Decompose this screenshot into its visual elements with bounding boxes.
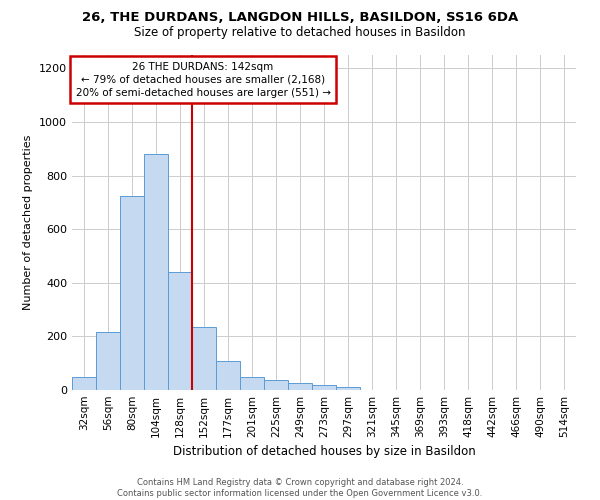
Bar <box>144 154 168 390</box>
Text: Contains HM Land Registry data © Crown copyright and database right 2024.
Contai: Contains HM Land Registry data © Crown c… <box>118 478 482 498</box>
Text: Size of property relative to detached houses in Basildon: Size of property relative to detached ho… <box>134 26 466 39</box>
Bar <box>120 196 144 390</box>
Bar <box>96 332 120 390</box>
Text: 26, THE DURDANS, LANGDON HILLS, BASILDON, SS16 6DA: 26, THE DURDANS, LANGDON HILLS, BASILDON… <box>82 11 518 24</box>
Bar <box>288 384 312 390</box>
Bar <box>336 388 360 390</box>
Y-axis label: Number of detached properties: Number of detached properties <box>23 135 34 310</box>
X-axis label: Distribution of detached houses by size in Basildon: Distribution of detached houses by size … <box>173 446 475 458</box>
Bar <box>312 385 336 390</box>
Bar <box>216 360 240 390</box>
Bar <box>240 377 264 390</box>
Bar <box>168 272 192 390</box>
Bar <box>264 380 288 390</box>
Bar <box>192 327 216 390</box>
Bar <box>72 376 96 390</box>
Text: 26 THE DURDANS: 142sqm
← 79% of detached houses are smaller (2,168)
20% of semi-: 26 THE DURDANS: 142sqm ← 79% of detached… <box>76 62 331 98</box>
